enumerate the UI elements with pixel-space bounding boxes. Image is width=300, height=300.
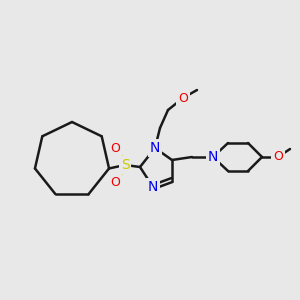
Text: O: O	[110, 142, 120, 154]
Text: S: S	[121, 158, 129, 172]
Text: N: N	[150, 141, 160, 155]
Text: O: O	[110, 176, 120, 188]
Text: O: O	[178, 92, 188, 104]
Text: N: N	[208, 150, 218, 164]
Text: O: O	[273, 151, 283, 164]
Text: N: N	[148, 180, 158, 194]
